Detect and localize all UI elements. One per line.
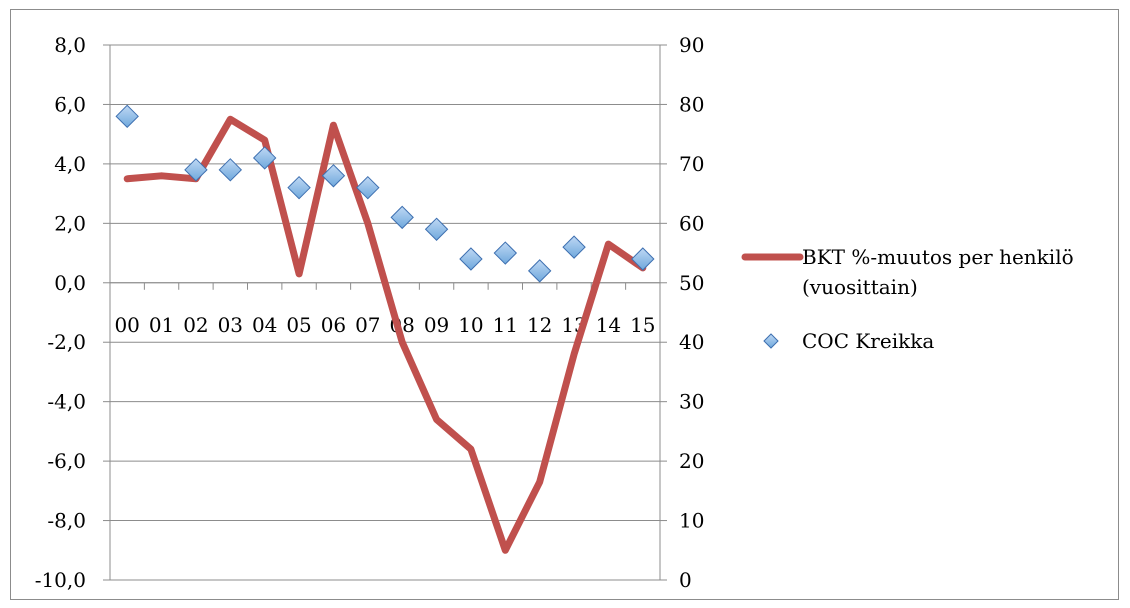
x-tick-label: 00 <box>114 313 139 337</box>
right-y-tick-label: 60 <box>679 211 704 235</box>
series-bkt-line <box>123 115 647 554</box>
left-y-tick-label: -6,0 <box>47 449 86 473</box>
right-y-tick-label: 0 <box>679 568 692 592</box>
x-tick-label: 07 <box>355 313 380 337</box>
x-tick-label: 03 <box>218 313 243 337</box>
legend-label-bkt: (vuosittain) <box>802 275 918 299</box>
left-y-tick-label: -8,0 <box>47 509 86 533</box>
coc-point <box>459 247 483 271</box>
left-y-tick-label: 4,0 <box>54 152 86 176</box>
x-tick-label: 02 <box>183 313 208 337</box>
legend-label-bkt: BKT %-muutos per henkilö <box>802 245 1074 269</box>
x-tick-label: 11 <box>493 313 518 337</box>
right-y-tick-label: 20 <box>679 449 704 473</box>
x-tick-label: 14 <box>596 313 621 337</box>
coc-point <box>218 158 243 182</box>
bkt-line <box>123 115 647 554</box>
right-y-tick-label: 50 <box>679 271 704 295</box>
left-y-tick-label: -2,0 <box>47 330 86 354</box>
x-tick-label: 05 <box>286 313 311 337</box>
x-tick-label: 12 <box>527 313 552 337</box>
coc-point <box>424 217 449 241</box>
x-tick-label: 15 <box>630 313 655 337</box>
left-y-tick-label: 0,0 <box>54 271 86 295</box>
coc-point <box>390 205 414 230</box>
legend: BKT %-muutos per henkilö (vuosittain) COC … <box>741 245 1074 353</box>
coc-point <box>527 259 552 283</box>
right-y-axis-tick-labels: 90 80 70 60 50 40 30 20 10 0 <box>679 33 704 592</box>
chart-frame <box>10 9 1119 600</box>
coc-point <box>562 235 586 259</box>
left-y-tick-label: 2,0 <box>54 211 86 235</box>
left-y-tick-label: 6,0 <box>54 92 86 116</box>
series-coc-points <box>115 104 655 283</box>
coc-point <box>631 247 655 271</box>
gridlines <box>110 44 660 581</box>
left-y-tick-label: -4,0 <box>47 390 86 414</box>
x-tick-label: 06 <box>321 313 346 337</box>
legend-diamond-swatch <box>763 333 779 349</box>
right-y-tick-label: 40 <box>679 330 704 354</box>
legend-label-coc: COC Kreikka <box>802 329 934 353</box>
left-y-tick-label: 8,0 <box>54 33 86 57</box>
left-y-axis-tick-labels: 8,0 6,0 4,0 2,0 0,0 -2,0 -4,0 -6,0 -8,0 -10,0 <box>35 33 86 592</box>
right-y-tick-label: 10 <box>679 509 704 533</box>
right-y-tick-label: 90 <box>679 33 704 57</box>
x-axis-tick-labels: 00 01 02 03 04 05 06 07 08 09 10 11 12 13 14 15 <box>114 313 655 337</box>
x-tick-label: 04 <box>252 313 277 337</box>
coc-point <box>252 146 277 170</box>
right-y-tick-label: 30 <box>679 390 704 414</box>
coc-point <box>356 175 380 200</box>
x-tick-label: 01 <box>149 313 174 337</box>
x-tick-label: 09 <box>424 313 449 337</box>
coc-point <box>287 175 311 200</box>
left-y-tick-label: -10,0 <box>35 568 86 592</box>
right-y-tick-label: 70 <box>679 152 704 176</box>
coc-point <box>493 241 518 265</box>
x-tick-label: 10 <box>458 313 483 337</box>
coc-point <box>184 158 208 182</box>
coc-point <box>321 164 346 188</box>
right-y-tick-label: 80 <box>679 92 704 116</box>
coc-point <box>115 104 139 129</box>
